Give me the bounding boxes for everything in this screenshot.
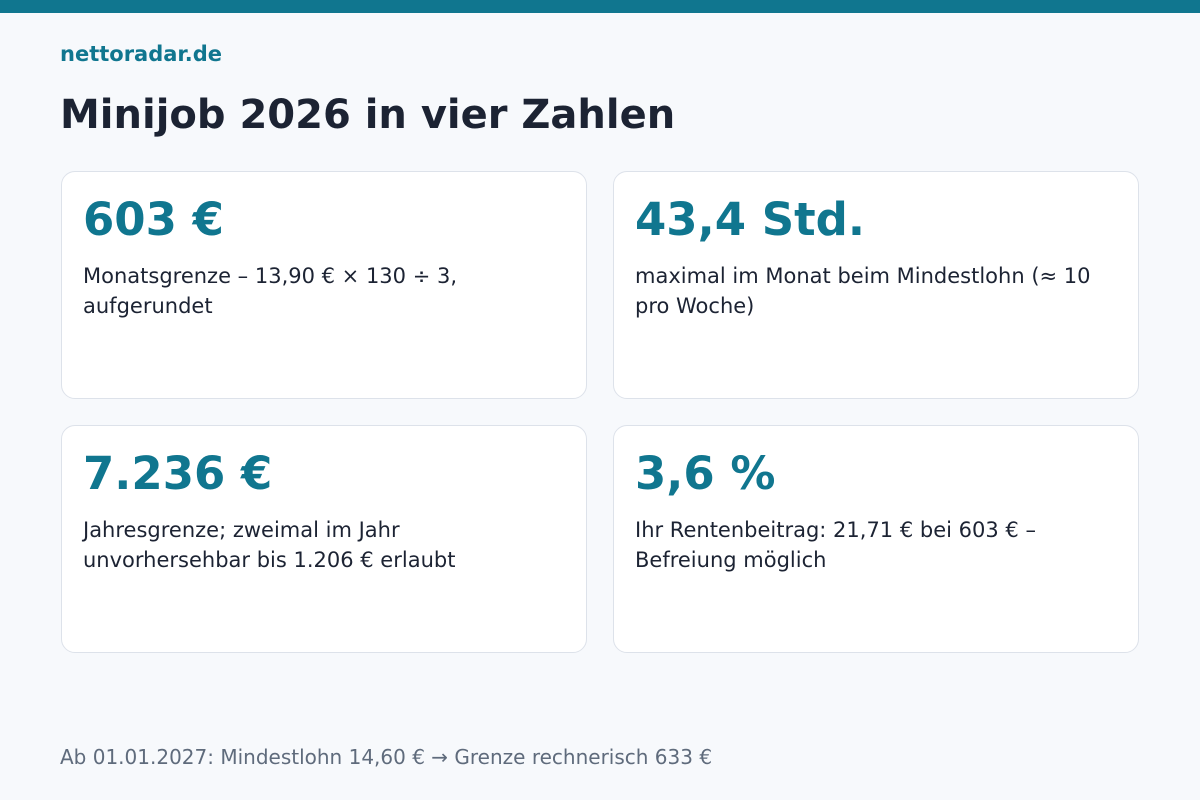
page-title: Minijob 2026 in vier Zahlen xyxy=(60,92,676,138)
stat-value: 7.236 € xyxy=(83,447,273,500)
stat-value: 43,4 Std. xyxy=(635,193,865,246)
stat-card-monthly-limit: 603 € Monatsgrenze – 13,90 € × 130 ÷ 3, … xyxy=(61,171,587,399)
stat-value: 603 € xyxy=(83,193,224,246)
footnote: Ab 01.01.2027: Mindestlohn 14,60 € → Gre… xyxy=(60,745,713,769)
top-accent-bar xyxy=(0,0,1200,13)
stat-card-pension-contribution: 3,6 % Ihr Rentenbeitrag: 21,71 € bei 603… xyxy=(613,425,1139,653)
brand-name: nettoradar.de xyxy=(60,42,223,66)
stat-value: 3,6 % xyxy=(635,447,776,500)
stat-description: Monatsgrenze – 13,90 € × 130 ÷ 3, aufger… xyxy=(83,264,458,318)
stat-card-max-hours: 43,4 Std. maximal im Monat beim Mindestl… xyxy=(613,171,1139,399)
stat-description: Jahresgrenze; zweimal im Jahr unvorherse… xyxy=(83,518,456,572)
stat-card-annual-limit: 7.236 € Jahresgrenze; zweimal im Jahr un… xyxy=(61,425,587,653)
stat-description: maximal im Monat beim Mindestlohn (≈ 10 … xyxy=(635,264,1091,318)
stat-description: Ihr Rentenbeitrag: 21,71 € bei 603 € – B… xyxy=(635,518,1036,572)
